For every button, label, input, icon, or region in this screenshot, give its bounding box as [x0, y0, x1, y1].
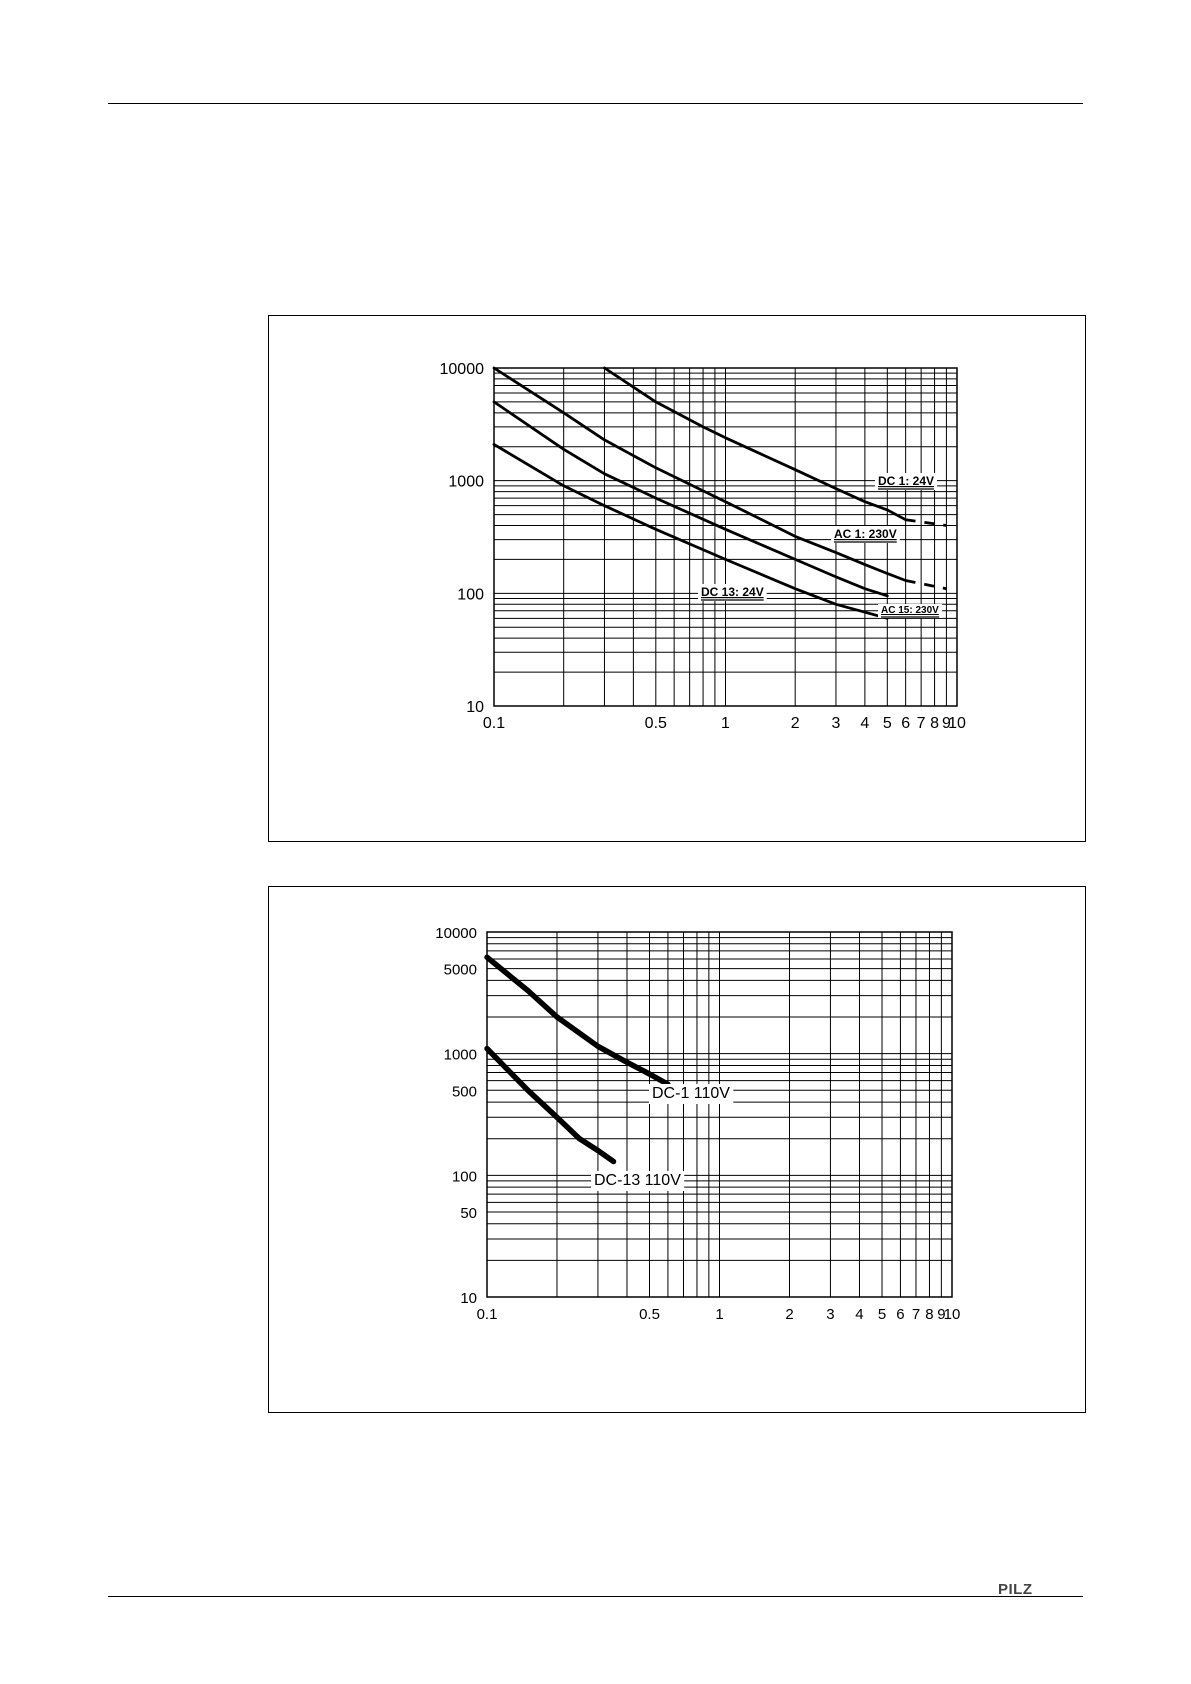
series-line	[492, 366, 907, 582]
series-label-bg	[649, 1084, 734, 1104]
y-tick-label: 50	[460, 1205, 477, 1222]
y-tick-label: 10000	[435, 925, 477, 942]
x-tick-label: 1	[715, 1306, 723, 1323]
x-tick-label: 6	[901, 715, 910, 732]
series-label-bg	[831, 526, 900, 543]
chart-frame-1: 0.1 0.5 1 2 3 4 5 6 7 8 9 10 10 100 1000 10000 DC 1: 24V…	[268, 315, 1086, 842]
series-line-extension	[905, 518, 947, 527]
x-tick-label: 3	[832, 715, 841, 732]
chart-frame-2: 0.1 0.5 1 2 3 4 5 6 7 8 9 10 10 50 100 500 1000 5000 10000…	[268, 886, 1086, 1413]
y-tick-label: 10	[460, 1290, 477, 1307]
x-tick-label: 0.1	[477, 1306, 498, 1323]
plot-area	[486, 931, 953, 1298]
series-line-extension	[905, 579, 947, 591]
x-tick-label: 2	[791, 715, 800, 732]
series-line	[603, 366, 907, 522]
x-tick-label: 10	[948, 715, 966, 732]
x-tick-label: 8	[925, 1306, 933, 1323]
series-label-bg	[875, 473, 938, 490]
x-tick-label: 0.5	[639, 1306, 660, 1323]
series-label-bg	[591, 1171, 685, 1191]
y-tick-label: 100	[457, 586, 484, 603]
series-label: DC-13 110V	[594, 1172, 681, 1189]
series-label: AC 1: 230V	[834, 527, 897, 541]
series-label-bg	[698, 584, 767, 601]
x-tick-label: 7	[917, 715, 926, 732]
series-label: DC 13: 24V	[701, 585, 764, 599]
x-tick-label: 4	[855, 1306, 863, 1323]
x-tick-label: 5	[878, 1306, 886, 1323]
x-tick-label: 1	[721, 715, 730, 732]
x-tick-label: 2	[785, 1306, 793, 1323]
x-tick-label: 9	[942, 715, 951, 732]
x-tick-label: 6	[896, 1306, 904, 1323]
pilz-logo: PILZ	[998, 1581, 1033, 1598]
plot-area	[493, 367, 958, 707]
y-tick-label: 10000	[440, 361, 485, 378]
chart-2-svg: 0.1 0.5 1 2 3 4 5 6 7 8 91010501005001000500010000…	[435, 925, 961, 1323]
series-label-bg	[878, 604, 943, 618]
x-tick-label: 7	[912, 1306, 920, 1323]
series-label: DC-1 110V	[652, 1085, 730, 1102]
x-tick-label: 10	[944, 1306, 961, 1323]
x-tick-label: 0.1	[483, 715, 505, 732]
footer-rule	[108, 1596, 1083, 1597]
y-tick-label: 500	[452, 1083, 477, 1100]
y-tick-label: 1000	[448, 474, 484, 491]
x-tick-label: 0.5	[645, 715, 667, 732]
y-tick-label: 10	[466, 699, 484, 716]
series-line	[484, 1045, 617, 1165]
x-tick-label: 9	[937, 1306, 945, 1323]
y-tick-label: 100	[452, 1168, 477, 1185]
y-tick-label: 5000	[444, 962, 477, 979]
x-tick-label: 4	[860, 715, 869, 732]
series-label: AC 15: 230V	[881, 605, 939, 616]
x-tick-label: 8	[930, 715, 939, 732]
y-tick-label: 1000	[444, 1047, 477, 1064]
x-tick-label: 5	[883, 715, 892, 732]
series-line	[484, 954, 671, 1088]
series-line	[492, 442, 889, 620]
x-tick-label: 3	[826, 1306, 834, 1323]
series-label: DC 1: 24V	[878, 474, 934, 488]
series-line	[492, 400, 889, 598]
header-rule	[108, 103, 1083, 104]
